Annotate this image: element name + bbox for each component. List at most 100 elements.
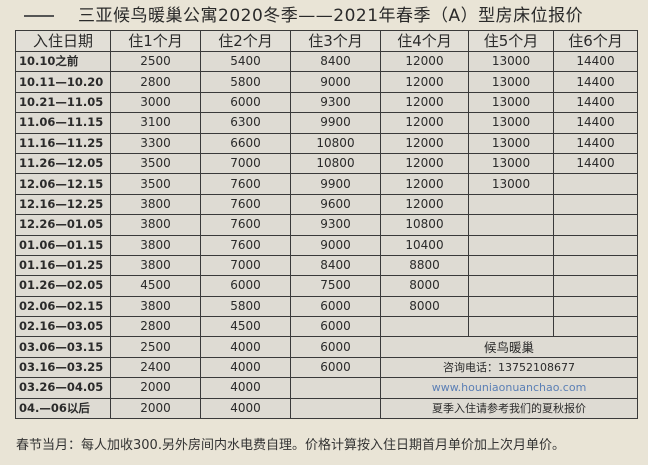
date-range: 10.21—11.05: [15, 91, 111, 114]
table-row: 02.16—03.05 2800 4500 6000: [15, 316, 638, 338]
table-row: 10.21—11.05 3000 6000 9300 12000 13000 14400: [15, 91, 638, 114]
price-cell: 14400: [553, 91, 638, 114]
price-cell: 6000: [290, 316, 381, 338]
info-url[interactable]: www.houniaonuanchao.com: [380, 377, 638, 399]
price-cell: 2800: [110, 71, 201, 93]
date-range: 03.26—04.05: [15, 377, 111, 399]
table-row: 10.10之前 2500 5400 8400 12000 13000 14400: [15, 50, 638, 73]
price-cell: [468, 295, 554, 318]
price-cell: 7000: [200, 254, 291, 277]
price-cell: 3800: [110, 193, 201, 216]
date-range: 03.16—03.25: [15, 356, 111, 379]
price-cell: [468, 316, 554, 338]
price-cell: 4000: [200, 336, 291, 358]
price-cell: [290, 397, 381, 420]
price-cell: 14400: [553, 71, 638, 93]
table-row: 02.06—02.15 3800 5800 6000 8000: [15, 295, 638, 318]
price-cell: 12000: [380, 91, 469, 114]
date-range: 03.06—03.15: [15, 336, 111, 358]
table-row: 12.26—01.05 3800 7600 9300 10800: [15, 214, 638, 236]
table-row: 11.26—12.05 3500 7000 10800 12000 13000 14400: [15, 152, 638, 175]
column-header: 住4个月: [380, 30, 469, 52]
info-brand: 候鸟暖巢: [380, 336, 638, 358]
price-cell: 13000: [468, 91, 554, 114]
table-row: 01.06—01.15 3800 7600 9000 10400: [15, 234, 638, 256]
price-cell: [553, 173, 638, 195]
price-cell: [380, 316, 469, 338]
price-cell: 3800: [110, 254, 201, 277]
price-cell: 12000: [380, 132, 469, 154]
price-cell: 9900: [290, 112, 381, 134]
price-cell: 12000: [380, 173, 469, 195]
price-cell: 13000: [468, 71, 554, 93]
date-range: 11.26—12.05: [15, 152, 111, 175]
price-cell: 14400: [553, 132, 638, 154]
price-cell: 10800: [290, 132, 381, 154]
price-cell: 9900: [290, 173, 381, 195]
price-cell: 13000: [468, 132, 554, 154]
price-cell: 4000: [200, 356, 291, 379]
price-cell: [468, 254, 554, 277]
table-row: 01.26—02.05 4500 6000 7500 8000: [15, 275, 638, 297]
price-cell: [468, 214, 554, 236]
price-cell: [553, 214, 638, 236]
price-cell: 7600: [200, 234, 291, 256]
date-range: 10.10之前: [15, 50, 111, 73]
price-cell: [553, 234, 638, 256]
price-cell: 7000: [200, 152, 291, 175]
price-cell: 3300: [110, 132, 201, 154]
price-cell: 7600: [200, 214, 291, 236]
price-cell: 3100: [110, 112, 201, 134]
price-cell: 13000: [468, 50, 554, 73]
price-cell: 3800: [110, 234, 201, 256]
price-cell: 3800: [110, 295, 201, 318]
price-cell: 5800: [200, 71, 291, 93]
date-range: 11.06—11.15: [15, 112, 111, 134]
date-range: 02.06—02.15: [15, 295, 111, 318]
price-cell: 4500: [110, 275, 201, 297]
price-cell: 2400: [110, 356, 201, 379]
price-cell: 5400: [200, 50, 291, 73]
column-header: 住5个月: [468, 30, 554, 52]
table-row: 12.16—12.25 3800 7600 9600 12000: [15, 193, 638, 216]
table-row: 11.06—11.15 3100 6300 9900 12000 13000 14400: [15, 112, 638, 134]
date-range: 01.16—01.25: [15, 254, 111, 277]
date-range: 11.16—11.25: [15, 132, 111, 154]
price-cell: 8000: [380, 275, 469, 297]
price-cell: 9000: [290, 234, 381, 256]
price-cell: [553, 193, 638, 216]
price-cell: 4000: [200, 397, 291, 420]
price-cell: 13000: [468, 112, 554, 134]
price-cell: 6000: [290, 336, 381, 358]
price-cell: 2500: [110, 50, 201, 73]
price-cell: 13000: [468, 152, 554, 175]
table-row: 10.11—10.20 2800 5800 9000 12000 13000 14400: [15, 71, 638, 93]
price-cell: [468, 275, 554, 297]
price-cell: [553, 316, 638, 338]
price-cell: 10400: [380, 234, 469, 256]
price-cell: 7500: [290, 275, 381, 297]
price-cell: 8400: [290, 50, 381, 73]
column-header: 住2个月: [200, 30, 291, 52]
page-title: 三亚候鸟暖巢公寓2020冬季——2021年春季（A）型房床位报价: [78, 6, 584, 26]
price-cell: 3500: [110, 152, 201, 175]
table-row: 04.—06以后 2000 4000 夏季入住请参考我们的夏秋报价: [15, 397, 638, 420]
price-cell: 2000: [110, 397, 201, 420]
price-cell: [468, 234, 554, 256]
info-phone: 咨询电话：13752108677: [380, 356, 638, 379]
price-cell: 8400: [290, 254, 381, 277]
price-cell: 3000: [110, 91, 201, 114]
table-row: 01.16—01.25 3800 7000 8400 8800: [15, 254, 638, 277]
column-header: 住1个月: [110, 30, 201, 52]
price-cell: 2000: [110, 377, 201, 399]
price-cell: 14400: [553, 50, 638, 73]
price-cell: 12000: [380, 71, 469, 93]
date-range: 12.06—12.15: [15, 173, 111, 195]
title-bar: 三亚候鸟暖巢公寓2020冬季——2021年春季（A）型房床位报价: [0, 4, 648, 28]
price-cell: 2500: [110, 336, 201, 358]
price-cell: 9600: [290, 193, 381, 216]
header-row: 入住日期 住1个月 住2个月 住3个月 住4个月 住5个月 住6个月: [15, 30, 638, 52]
column-header: 住6个月: [553, 30, 638, 52]
price-cell: 9300: [290, 91, 381, 114]
date-range: 01.06—01.15: [15, 234, 111, 256]
